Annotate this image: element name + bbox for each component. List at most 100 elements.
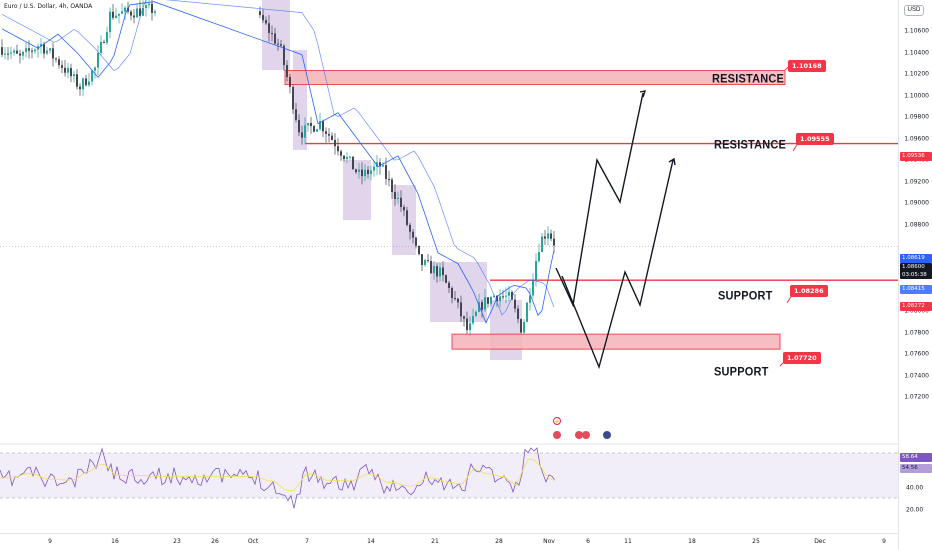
eu-flag-event-icon[interactable] bbox=[603, 431, 611, 439]
resistance-top-callout: 1.10168 bbox=[788, 60, 826, 72]
candle-body bbox=[472, 316, 474, 324]
candle-body bbox=[19, 53, 21, 56]
us-flag-event-icon[interactable] bbox=[575, 431, 583, 439]
candle-body bbox=[94, 67, 96, 71]
candle-body bbox=[487, 297, 489, 304]
candle-body bbox=[520, 319, 522, 333]
candle-body bbox=[388, 178, 390, 180]
candle-body bbox=[40, 44, 42, 47]
candle-body bbox=[475, 311, 477, 317]
candle-body bbox=[409, 224, 411, 232]
support-line-label: SUPPORT bbox=[718, 289, 773, 303]
candle-body bbox=[106, 32, 108, 43]
time-tick: Nov bbox=[543, 538, 555, 545]
price-tick: 1.08000 bbox=[904, 307, 929, 315]
candle-body bbox=[265, 20, 267, 24]
time-axis[interactable]: 9 16 23 26 Oct 7 14 21 28 Nov 6 11 18 25 Dec 9 bbox=[0, 533, 898, 550]
earnings-event-icon[interactable]: ⚡ bbox=[553, 417, 561, 425]
candle-body bbox=[58, 59, 60, 66]
candle-body bbox=[544, 236, 546, 239]
candle-body bbox=[352, 156, 354, 170]
us-flag-event-icon[interactable] bbox=[553, 431, 561, 439]
candle-body bbox=[55, 58, 57, 60]
candle-body bbox=[370, 170, 372, 175]
candle-body bbox=[466, 318, 468, 331]
time-tick: 9 bbox=[882, 538, 886, 545]
candle-body bbox=[358, 169, 360, 173]
candle-body bbox=[277, 43, 279, 45]
candle-body bbox=[550, 233, 552, 239]
candle-body bbox=[532, 279, 534, 296]
candle-body bbox=[502, 296, 504, 298]
price-tick: 1.10200 bbox=[904, 70, 929, 78]
candle-body bbox=[469, 323, 471, 331]
candle-body bbox=[28, 48, 30, 51]
rsi-level-20: 20.00 bbox=[906, 506, 924, 514]
supply-zone-box bbox=[430, 262, 487, 322]
rsi-ma-line bbox=[0, 458, 556, 491]
candle-body bbox=[379, 162, 381, 167]
price-tick: 1.09000 bbox=[904, 199, 929, 207]
price-chart-canvas[interactable] bbox=[0, 0, 898, 533]
candle-body bbox=[31, 50, 33, 52]
candle-body bbox=[133, 15, 135, 18]
candle-body bbox=[313, 126, 315, 132]
price-tick: 1.09800 bbox=[904, 113, 929, 121]
currency-badge[interactable]: USD bbox=[904, 5, 924, 16]
time-tick: 6 bbox=[586, 538, 590, 545]
price-tick: 1.09200 bbox=[904, 178, 929, 186]
candle-body bbox=[64, 67, 66, 73]
ma-fast-price-tag: 1.08619 bbox=[900, 254, 932, 263]
rsi-value-tag: 58.64 bbox=[900, 453, 932, 462]
time-tick: 28 bbox=[495, 538, 503, 545]
candle-body bbox=[412, 231, 414, 238]
support-line-callout: 1.08286 bbox=[790, 285, 828, 297]
candle-body bbox=[343, 155, 345, 160]
candle-body bbox=[97, 52, 99, 68]
candle-body bbox=[493, 295, 495, 297]
candle-body bbox=[121, 11, 123, 14]
us-flag-event-icon[interactable] bbox=[582, 431, 590, 439]
candle-body bbox=[337, 146, 339, 152]
price-tick: 1.07800 bbox=[904, 329, 929, 337]
candle-body bbox=[316, 129, 318, 132]
candle-body bbox=[331, 135, 333, 141]
candle-body bbox=[403, 207, 405, 211]
candle-body bbox=[481, 302, 483, 310]
candle-body bbox=[283, 45, 285, 66]
symbol-title[interactable]: Euro / U.S. Dollar, 4h, OANDA bbox=[2, 3, 95, 10]
projection-path-alt bbox=[561, 159, 674, 370]
candle-body bbox=[139, 8, 141, 16]
candle-body bbox=[454, 298, 456, 300]
candle-body bbox=[499, 296, 501, 302]
time-tick: 23 bbox=[173, 538, 181, 545]
candle-body bbox=[109, 11, 111, 33]
candle-body bbox=[124, 7, 126, 12]
time-tick: 7 bbox=[305, 538, 309, 545]
resistance-price-tag: 1.09536 bbox=[900, 152, 932, 161]
support-price-tag: 1.08272 bbox=[900, 302, 932, 311]
time-tick: 14 bbox=[367, 538, 375, 545]
candle-body bbox=[91, 70, 93, 82]
price-tick: 1.07600 bbox=[904, 350, 929, 358]
resistance-top-label: RESISTANCE bbox=[712, 72, 785, 86]
price-tick: 1.10000 bbox=[904, 92, 929, 100]
candle-body bbox=[457, 298, 459, 303]
candle-body bbox=[319, 121, 321, 130]
resistance-line-label: RESISTANCE bbox=[714, 138, 787, 152]
candle-body bbox=[88, 81, 90, 86]
candle-body bbox=[553, 238, 555, 246]
time-tick: Oct bbox=[247, 538, 259, 545]
candle-body bbox=[25, 48, 27, 52]
time-tick: Dec bbox=[814, 538, 826, 545]
candle-body bbox=[10, 52, 12, 54]
candle-body bbox=[274, 33, 276, 44]
candle-body bbox=[52, 48, 54, 59]
price-tick: 1.07400 bbox=[904, 372, 929, 380]
candle-body bbox=[505, 295, 507, 297]
candle-body bbox=[523, 321, 525, 333]
candle-body bbox=[127, 7, 129, 12]
candle-body bbox=[43, 44, 45, 54]
rsi-line bbox=[0, 447, 556, 509]
